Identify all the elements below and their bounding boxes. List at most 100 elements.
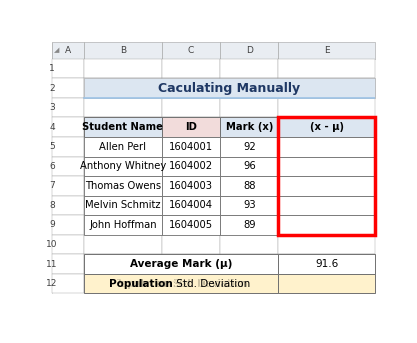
Bar [84,254,162,274]
Bar [278,79,375,98]
Bar [220,59,278,79]
Text: 3: 3 [49,103,55,112]
Bar [220,156,278,176]
Bar [220,196,278,215]
Bar [52,215,84,235]
Text: 11: 11 [46,260,58,269]
Bar [84,176,162,196]
Bar [162,176,220,196]
Bar [278,176,375,196]
Bar [162,137,220,156]
Bar [84,59,162,79]
Bar [84,98,162,118]
Text: E: E [324,46,329,55]
Bar [84,176,162,196]
Bar [278,59,375,79]
Bar [162,235,220,254]
Bar [162,156,220,176]
Bar [84,215,162,235]
Bar [162,274,220,293]
Text: 12: 12 [46,279,58,288]
Bar [278,274,375,293]
Text: 93: 93 [243,200,256,211]
Text: 6: 6 [49,162,55,171]
Text: 9: 9 [49,221,55,229]
Bar [278,254,375,274]
Bar [84,215,162,235]
Text: 1604004: 1604004 [169,200,213,211]
Text: Average Mark (μ): Average Mark (μ) [130,259,232,269]
Bar [162,196,220,215]
Bar [278,156,375,176]
Bar [220,79,278,98]
Bar [220,196,278,215]
Bar [84,118,162,137]
Bar [278,156,375,176]
Bar [278,43,375,59]
Bar [84,196,162,215]
Bar [220,235,278,254]
Bar [52,254,84,274]
Bar [162,137,220,156]
Text: Student Name: Student Name [83,122,163,132]
Text: 1: 1 [49,64,55,73]
Bar [220,137,278,156]
Bar [278,98,375,118]
Bar [162,196,220,215]
Bar [162,98,220,118]
Bar [162,254,220,274]
Text: D: D [246,46,253,55]
Bar [220,98,278,118]
Bar [220,176,278,196]
Bar [162,118,220,137]
Text: John Hoffman: John Hoffman [89,220,157,230]
Bar [52,274,84,293]
Bar [52,137,84,156]
Text: 1604005: 1604005 [169,220,213,230]
Bar [220,215,278,235]
Bar [84,43,162,59]
Bar [84,274,162,293]
Bar [220,43,278,59]
Bar [162,59,220,79]
Text: 91.6: 91.6 [315,259,339,269]
Bar [162,215,220,235]
Bar [84,156,162,176]
Text: (x - μ): (x - μ) [310,122,344,132]
Bar [52,196,84,215]
Text: 1604001: 1604001 [169,142,213,152]
Text: Anthony Whitney: Anthony Whitney [80,161,166,172]
Text: 2: 2 [49,84,55,93]
Text: 1604002: 1604002 [169,161,213,172]
Bar [278,118,375,235]
Bar [278,176,375,196]
Text: Std. Deviation: Std. Deviation [173,279,250,288]
Bar [52,235,84,254]
Bar [84,274,279,293]
Bar [162,176,220,196]
Bar [278,196,375,215]
Bar [220,215,278,235]
Bar [84,118,162,137]
Bar [52,43,84,59]
Bar [84,137,162,156]
Text: ID: ID [185,122,197,132]
Text: 1604003: 1604003 [169,181,213,191]
Bar [278,215,375,235]
Text: 4: 4 [49,123,55,132]
Text: Population Std. Deviation: Population Std. Deviation [115,279,247,288]
Text: 88: 88 [243,181,256,191]
Bar [220,156,278,176]
Bar [220,118,278,137]
Bar [278,235,375,254]
Bar [162,43,220,59]
Bar [278,215,375,235]
Text: A: A [65,46,71,55]
Text: Population Std. Deviation: Population Std. Deviation [115,279,247,288]
Bar [278,137,375,156]
Bar [162,215,220,235]
Text: Caculating Manually: Caculating Manually [158,82,301,95]
Bar [84,196,162,215]
Text: C: C [188,46,194,55]
Bar [278,196,375,215]
